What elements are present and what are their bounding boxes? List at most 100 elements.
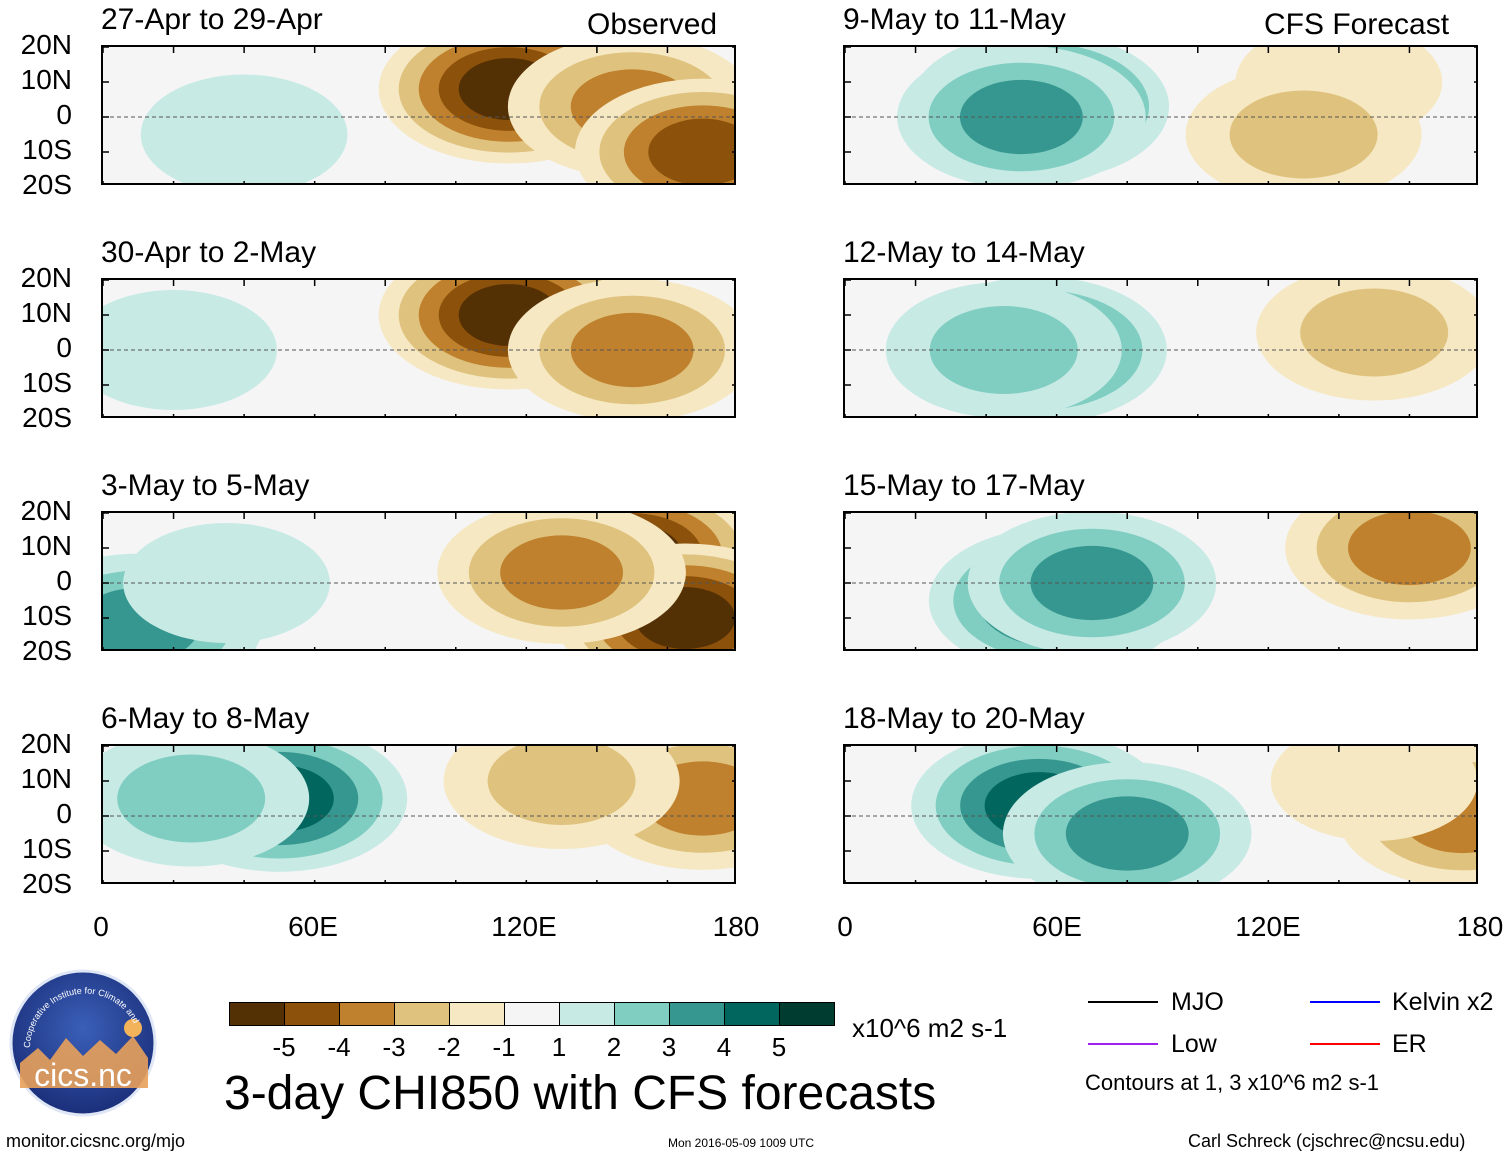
- colorbar-swatch: [504, 1002, 560, 1026]
- heatmap-blob: [1300, 288, 1449, 377]
- heatmap-blob: [1348, 513, 1471, 586]
- y-tick-label: 20S: [22, 635, 72, 666]
- x-tick-label: 180: [1456, 911, 1504, 942]
- heatmap-blob: [123, 523, 330, 643]
- observed-label: Observed: [587, 8, 718, 41]
- y-tick-label: 20N: [20, 262, 72, 293]
- legend-note: Contours at 1, 3 x10^6 m2 s-1: [1085, 1070, 1380, 1095]
- colorbar-tick-label: 3: [661, 1032, 677, 1062]
- footer-author: Carl Schreck (cjschrec@ncsu.edu): [1188, 1131, 1466, 1151]
- y-tick-label: 20N: [20, 495, 72, 526]
- logo-text: cics.nc: [34, 1057, 132, 1093]
- heatmap-svg: [103, 746, 734, 882]
- colorbar-swatch: [559, 1002, 615, 1026]
- colorbar-swatch: [284, 1002, 340, 1026]
- panel-title: 6-May to 8-May: [101, 702, 310, 735]
- map-panel: [101, 744, 736, 884]
- colorbar-tick-label: -2: [437, 1032, 461, 1062]
- footer-timestamp: Mon 2016-05-09 1009 UTC: [668, 1136, 815, 1150]
- heatmap-svg: [845, 47, 1476, 183]
- colorbar-swatch: [614, 1002, 670, 1026]
- panel-title: 18-May to 20-May: [843, 702, 1085, 735]
- y-tick-label: 20S: [22, 402, 72, 433]
- y-tick-label: 10N: [20, 64, 72, 95]
- heatmap-blob: [648, 118, 734, 183]
- map-panel: [843, 511, 1478, 651]
- y-tick-label: 10N: [20, 763, 72, 794]
- heatmap-blob: [117, 754, 266, 843]
- heatmap-svg: [103, 513, 734, 649]
- legend-line-kelvin: [1310, 1001, 1380, 1003]
- colorbar-tick-label: 2: [606, 1032, 622, 1062]
- heatmap-svg: [845, 746, 1476, 882]
- cfs-forecast-label: CFS Forecast: [1264, 8, 1450, 41]
- y-tick-label: 0: [56, 798, 72, 829]
- heatmap-blob: [929, 306, 1078, 394]
- heatmap-blob: [1270, 746, 1476, 841]
- heatmap-blob: [1065, 796, 1189, 871]
- colorbar-swatch: [339, 1002, 395, 1026]
- x-tick-label: 0: [837, 911, 853, 942]
- map-panel: [843, 278, 1478, 418]
- panel-title: 15-May to 17-May: [843, 469, 1085, 502]
- colorbar-tick-label: 1: [551, 1032, 567, 1062]
- panel-title: 3-May to 5-May: [101, 469, 310, 502]
- y-tick-label: 10N: [20, 530, 72, 561]
- colorbar-tick-label: 5: [771, 1032, 787, 1062]
- heatmap-blob: [1229, 90, 1378, 179]
- heatmap-blob: [500, 535, 624, 610]
- colorbar-swatch: [394, 1002, 450, 1026]
- panel-title: 9-May to 11-May: [843, 3, 1066, 36]
- footer-url[interactable]: monitor.cicsnc.org/mjo: [6, 1131, 186, 1151]
- y-tick-label: 20S: [22, 868, 72, 899]
- y-tick-label: 10S: [22, 134, 72, 165]
- colorbar-swatch: [449, 1002, 505, 1026]
- y-tick-label: 10S: [22, 600, 72, 631]
- x-tick-label: 0: [93, 911, 109, 942]
- y-tick-label: 0: [56, 332, 72, 363]
- panel-title: 30-Apr to 2-May: [101, 236, 317, 269]
- y-tick-label: 10S: [22, 367, 72, 398]
- map-panel: [843, 744, 1478, 884]
- colorbar-tick-label: -3: [382, 1032, 406, 1062]
- y-tick-label: 20N: [20, 29, 72, 60]
- legend-label-mjo: MJO: [1171, 988, 1224, 1016]
- x-tick-label: 60E: [1032, 911, 1082, 942]
- y-tick-label: 20S: [22, 169, 72, 200]
- colorbar-swatch: [669, 1002, 725, 1026]
- legend-line-low: [1088, 1043, 1158, 1045]
- heatmap-blob: [570, 312, 694, 388]
- y-tick-label: 20N: [20, 728, 72, 759]
- map-panel: [101, 278, 736, 418]
- main-title: 3-day CHI850 with CFS forecasts: [224, 1067, 937, 1120]
- colorbar-swatch: [779, 1002, 835, 1026]
- colorbar-swatch: [229, 1002, 285, 1026]
- heatmap-blob: [487, 746, 636, 825]
- map-panel: [843, 45, 1478, 185]
- colorbar-units: x10^6 m2 s-1: [852, 1013, 1008, 1043]
- x-tick-label: 60E: [288, 911, 338, 942]
- heatmap-svg: [845, 513, 1476, 649]
- y-tick-label: 10S: [22, 833, 72, 864]
- legend-label-low: Low: [1171, 1030, 1217, 1058]
- panel-title: 12-May to 14-May: [843, 236, 1085, 269]
- colorbar-swatch: [724, 1002, 780, 1026]
- heatmap-svg: [103, 280, 734, 416]
- y-tick-label: 0: [56, 565, 72, 596]
- heatmap-blob: [140, 74, 348, 183]
- y-tick-label: 10N: [20, 297, 72, 328]
- heatmap-svg: [103, 47, 734, 183]
- colorbar-tick-label: -4: [327, 1032, 351, 1062]
- legend-label-kelvin: Kelvin x2: [1392, 988, 1494, 1016]
- map-panel: [101, 511, 736, 651]
- x-tick-label: 180: [712, 911, 760, 942]
- colorbar-tick-label: -5: [272, 1032, 296, 1062]
- legend-label-er: ER: [1392, 1030, 1427, 1058]
- panel-title: 27-Apr to 29-Apr: [101, 3, 323, 36]
- legend-line-er: [1310, 1043, 1380, 1045]
- x-tick-label: 120E: [491, 911, 557, 942]
- legend-line-mjo: [1088, 1001, 1158, 1003]
- cics-logo: Cooperative Institute for Climate and Sa…: [5, 960, 158, 1118]
- heatmap-svg: [845, 280, 1476, 416]
- colorbar-tick-label: 4: [716, 1032, 732, 1062]
